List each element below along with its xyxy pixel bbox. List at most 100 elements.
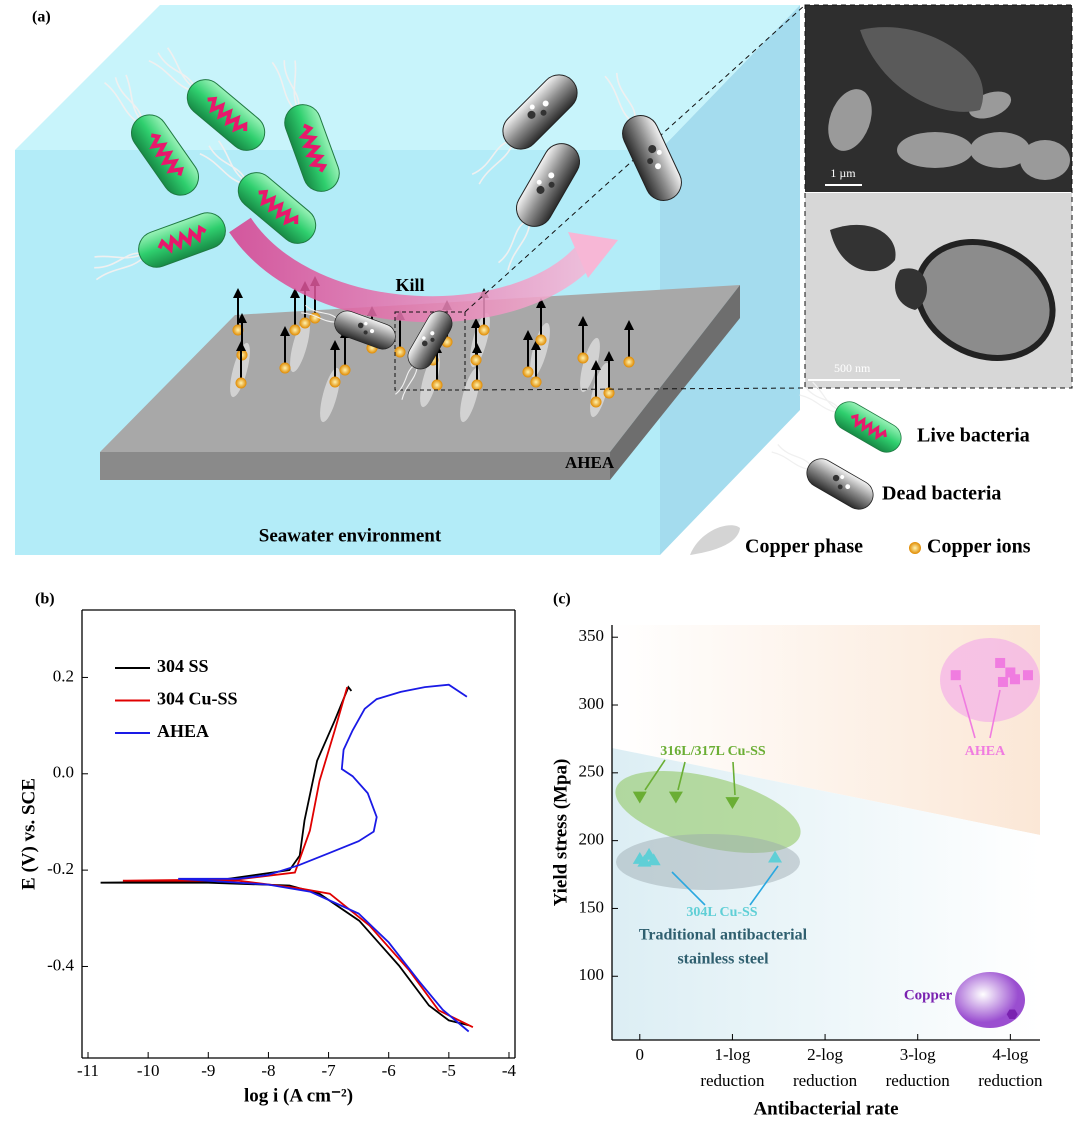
legend-label: 304 Cu-SS bbox=[157, 689, 238, 709]
y-tick-label: 100 bbox=[579, 965, 605, 984]
legend-copper-phase-icon bbox=[690, 525, 740, 555]
marker bbox=[632, 791, 647, 804]
environment-label: Seawater environment bbox=[259, 525, 442, 546]
curve bbox=[122, 686, 474, 1029]
substrate-label: AHEA bbox=[565, 453, 615, 472]
ion-arrowhead bbox=[604, 351, 614, 361]
annotation: stainless steel bbox=[677, 951, 769, 968]
copper-ion bbox=[590, 396, 602, 408]
zoom-line bbox=[464, 387, 806, 391]
ion-arrowhead bbox=[531, 340, 541, 350]
copper-phase bbox=[290, 317, 310, 373]
copper-ion bbox=[522, 366, 534, 378]
copper-phase bbox=[420, 352, 440, 408]
slab-side bbox=[610, 285, 740, 480]
copper-ion bbox=[235, 377, 247, 389]
copper-ion bbox=[478, 324, 490, 336]
copper-ion bbox=[471, 379, 483, 391]
marker bbox=[725, 797, 740, 809]
kill-arrow bbox=[229, 217, 601, 323]
water-side bbox=[660, 5, 800, 555]
legend-label: AHEA bbox=[157, 721, 209, 741]
y-tick-label: -0.4 bbox=[47, 955, 74, 974]
legend-label: Copper phase bbox=[745, 536, 863, 558]
x-tick-label: -6 bbox=[382, 1061, 396, 1080]
ion-arrowhead bbox=[471, 318, 481, 328]
ion-arrowhead bbox=[578, 316, 588, 326]
copper-ion bbox=[232, 324, 244, 336]
y-tick-label: 150 bbox=[579, 897, 605, 916]
legend-label: Live bacteria bbox=[917, 425, 1030, 447]
copper-ion bbox=[329, 376, 341, 388]
panel-c-background bbox=[612, 625, 1040, 1040]
marker bbox=[997, 676, 1008, 687]
series-label: 316L/317L Cu-SS bbox=[660, 744, 766, 759]
panel-a: 1 µm 500 nm Live bacteria Dead bacteria … bbox=[15, 4, 1073, 558]
slab-front bbox=[100, 452, 610, 480]
x-axis-label: log i (A cm⁻²) bbox=[244, 1085, 353, 1106]
panel-label: (a) bbox=[32, 9, 51, 26]
y-axis-label: Yield stress (Mpa) bbox=[550, 759, 571, 907]
series-label: 304L Cu-SS bbox=[686, 905, 757, 920]
legend-label: Dead bacteria bbox=[882, 483, 1001, 505]
copper-ion bbox=[577, 352, 589, 364]
chart: 0 1-log reduction 2-log reduction 3-log reduct… bbox=[550, 625, 1043, 1119]
copper-ion bbox=[623, 356, 635, 368]
ion-arrowhead bbox=[624, 320, 634, 330]
copper-phases bbox=[230, 276, 635, 423]
copper-ion bbox=[535, 334, 547, 346]
x-tick-label: 4-log reduction bbox=[978, 1045, 1043, 1090]
sem-cells bbox=[828, 27, 1070, 180]
legend-live-icon bbox=[794, 375, 908, 460]
panel-label: (b) bbox=[35, 591, 55, 608]
kill-arrowhead bbox=[568, 232, 618, 278]
x-tick-label: 3-log reduction bbox=[886, 1045, 951, 1090]
ion-arrowhead bbox=[591, 360, 601, 370]
copper-ion bbox=[339, 364, 351, 376]
ion-arrowhead bbox=[290, 288, 300, 298]
x-tick-label: 0 bbox=[636, 1045, 645, 1064]
legend-copper-ion-icon bbox=[909, 542, 921, 554]
marker bbox=[646, 853, 661, 866]
strength-region bbox=[612, 625, 1040, 835]
y-tick-label: 0.0 bbox=[53, 763, 74, 782]
copper-ion bbox=[603, 387, 615, 399]
x-tick-label: -8 bbox=[261, 1061, 275, 1080]
annotation: Traditional antibacterial bbox=[639, 927, 808, 944]
y-tick-label: -0.2 bbox=[47, 859, 74, 878]
copper-ion bbox=[279, 362, 291, 374]
y-tick-label: 200 bbox=[579, 830, 605, 849]
y-tick-label: 250 bbox=[579, 762, 605, 781]
copper-phase bbox=[580, 337, 600, 393]
series-label: AHEA bbox=[965, 744, 1006, 759]
ion-arrowhead bbox=[536, 298, 546, 308]
copper-ion bbox=[431, 379, 443, 391]
legend-label: Copper ions bbox=[927, 536, 1031, 558]
micrograph-frame bbox=[804, 4, 1073, 389]
marker bbox=[950, 670, 961, 681]
series-label: Copper bbox=[904, 987, 953, 1003]
copper-ion bbox=[394, 346, 406, 358]
marker bbox=[768, 850, 783, 863]
marker bbox=[1005, 667, 1016, 678]
curve bbox=[178, 683, 470, 1033]
curve bbox=[100, 685, 469, 1027]
y-axis-label: E (V) vs. SCE bbox=[18, 778, 39, 890]
region-ellipse bbox=[615, 770, 801, 854]
ion-arrowhead bbox=[237, 313, 247, 323]
x-tick-label: 2-log reduction bbox=[793, 1045, 858, 1090]
tem-cell bbox=[830, 224, 1056, 361]
scale-bar-label: 1 µm bbox=[830, 166, 856, 180]
marker bbox=[1009, 674, 1020, 685]
x-tick-label: -9 bbox=[201, 1061, 215, 1080]
ion-arrowhead bbox=[236, 341, 246, 351]
ion-arrowhead bbox=[330, 340, 340, 350]
y-tick-label: 0.2 bbox=[53, 666, 74, 685]
copper-ion bbox=[530, 376, 542, 388]
x-axis-label: Antibacterial rate bbox=[753, 1098, 898, 1119]
legend-label: 304 SS bbox=[157, 656, 209, 676]
x-tick-label: -10 bbox=[137, 1061, 160, 1080]
marker bbox=[1022, 670, 1033, 681]
